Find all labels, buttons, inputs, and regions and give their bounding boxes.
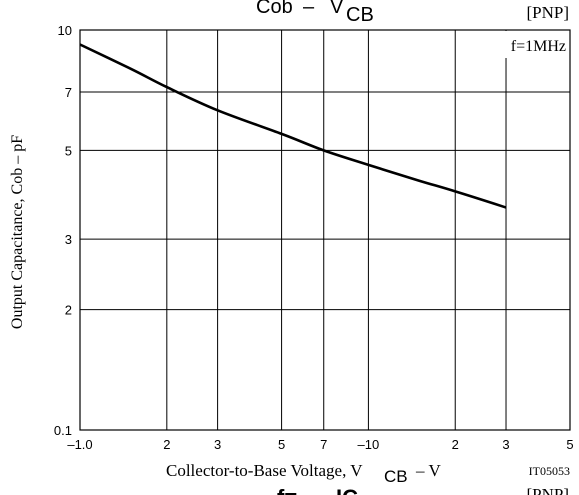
y-tick-label: 2 — [65, 303, 72, 318]
y-axis-label: Output Capacitance, Cob – pF — [9, 135, 26, 329]
x-tick-label: 5 — [278, 437, 285, 452]
figure-id: IT05053 — [529, 464, 570, 478]
condition-label: f=1MHz — [511, 38, 566, 55]
x-tick-labels: –1.0 2 3 5 7 –10 2 3 5 — [67, 437, 573, 452]
condition-box — [472, 31, 569, 58]
y-tick-label: 0.1 — [54, 423, 72, 438]
x-tick-label: –10 — [358, 437, 380, 452]
y-tick-label: 7 — [65, 85, 72, 100]
chart-title-main: Cob — [256, 0, 293, 18]
x-tick-label: 5 — [566, 437, 573, 452]
x-tick-label: –1.0 — [67, 437, 92, 452]
y-tick-labels: 0.1 2 3 5 7 10 — [54, 23, 72, 438]
chart-tag: [PNP] — [526, 3, 569, 22]
x-tick-label: 3 — [214, 437, 221, 452]
chart-title-sub: CB — [346, 4, 374, 26]
x-tick-label: 2 — [452, 437, 459, 452]
y-tick-label: 5 — [65, 143, 72, 158]
chart-title-dash: – — [303, 0, 315, 18]
plot-frame — [79, 29, 571, 431]
next-chart-tag-fragment: [PNP] — [526, 485, 569, 495]
chart-title-v: V — [330, 0, 344, 18]
x-axis-label-unit: – V — [415, 461, 441, 480]
y-tick-label: 3 — [65, 232, 72, 247]
series-line — [79, 43, 507, 209]
next-chart-title-fragment-2: IC — [336, 485, 358, 495]
x-tick-label: 2 — [163, 437, 170, 452]
x-axis-label: Collector-to-Base Voltage, V — [166, 461, 363, 480]
x-axis-label-sub: CB — [384, 467, 408, 486]
x-tick-label: 7 — [320, 437, 327, 452]
grid-lines — [79, 29, 571, 431]
y-tick-label: 10 — [58, 23, 72, 38]
x-tick-label: 3 — [502, 437, 509, 452]
next-chart-title-fragment: f= — [277, 485, 297, 495]
